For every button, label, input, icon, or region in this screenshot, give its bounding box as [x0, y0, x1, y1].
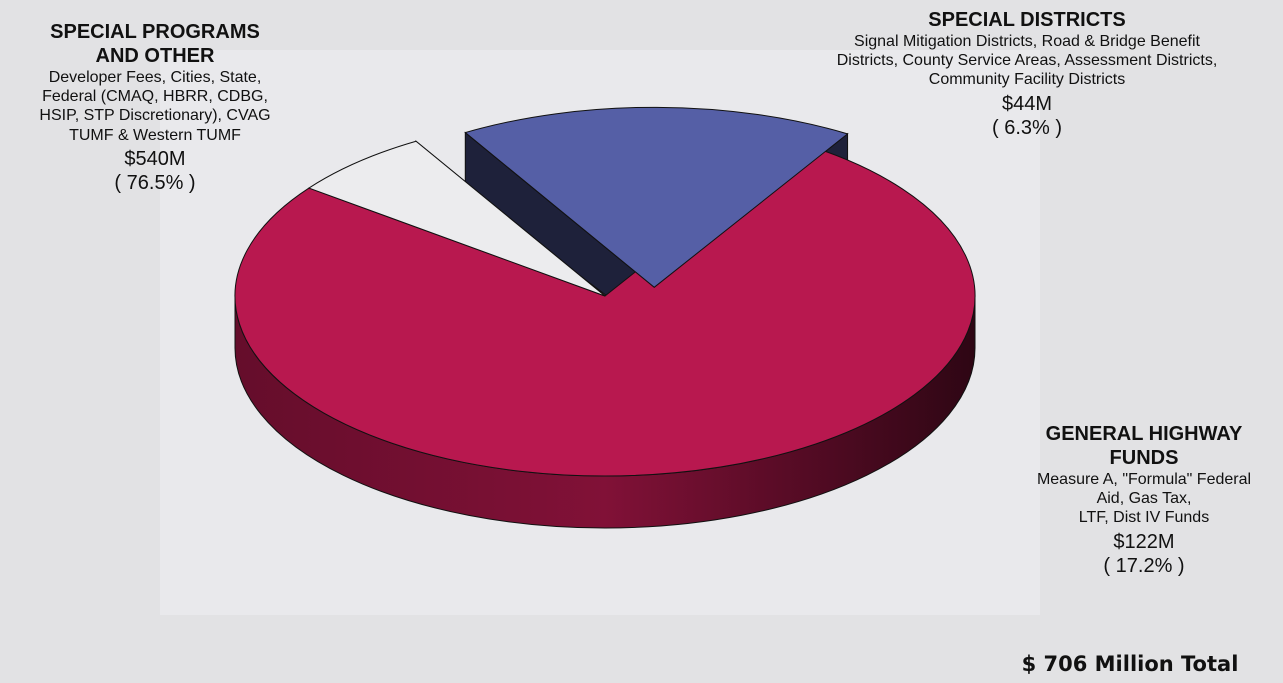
general-highway-title-1: GENERAL HIGHWAY: [1045, 423, 1243, 445]
label-special-programs: SPECIAL PROGRAMS AND OTHER Developer Fee…: [10, 20, 300, 195]
special-programs-title-2: AND OTHER: [95, 45, 215, 67]
special-districts-amount: $44M: [1001, 92, 1053, 115]
label-special-districts: SPECIAL DISTRICTS Signal Mitigation Dist…: [782, 8, 1272, 140]
special-programs-desc-3: HSIP, STP Discretionary), CVAG: [39, 107, 271, 125]
general-highway-desc-2: Aid, Gas Tax,: [1096, 490, 1192, 508]
special-districts-title: SPECIAL DISTRICTS: [928, 9, 1126, 31]
special-programs-desc-1: Developer Fees, Cities, State,: [48, 69, 262, 86]
general-highway-title-2: FUNDS: [1109, 447, 1179, 469]
label-general-highway: GENERAL HIGHWAY FUNDS Measure A, "Formul…: [1005, 422, 1283, 578]
special-districts-desc-1: Signal Mitigation Districts, Road & Brid…: [854, 33, 1200, 50]
plot-area: [160, 50, 1040, 615]
special-programs-desc-2: Federal (CMAQ, HBRR, CDBG,: [42, 88, 268, 106]
special-districts-percent: ( 6.3% ): [991, 116, 1063, 139]
special-programs-title-1: SPECIAL PROGRAMS: [50, 21, 260, 43]
general-highway-desc-1: Measure A, "Formula" Federal: [1036, 471, 1252, 488]
special-programs-desc-4: TUMF & Western TUMF: [69, 126, 241, 144]
pie-slice-1: [307, 140, 606, 297]
general-highway-desc-3: LTF, Dist IV Funds: [1078, 509, 1210, 527]
special-programs-amount: $540M: [124, 147, 186, 170]
pie-slice-2: [464, 106, 849, 288]
pie-slice-0: [234, 141, 976, 477]
pie-chart: [234, 106, 976, 529]
special-districts-desc-2: Districts, County Service Areas, Assessm…: [836, 52, 1218, 70]
general-highway-amount: $122M: [1113, 530, 1175, 553]
special-programs-percent: ( 76.5% ): [114, 171, 196, 194]
general-highway-percent: ( 17.2% ): [1103, 554, 1185, 577]
total-label: $ 706 Million Total: [1021, 652, 1239, 676]
special-districts-desc-3: Community Facility Districts: [928, 71, 1126, 89]
